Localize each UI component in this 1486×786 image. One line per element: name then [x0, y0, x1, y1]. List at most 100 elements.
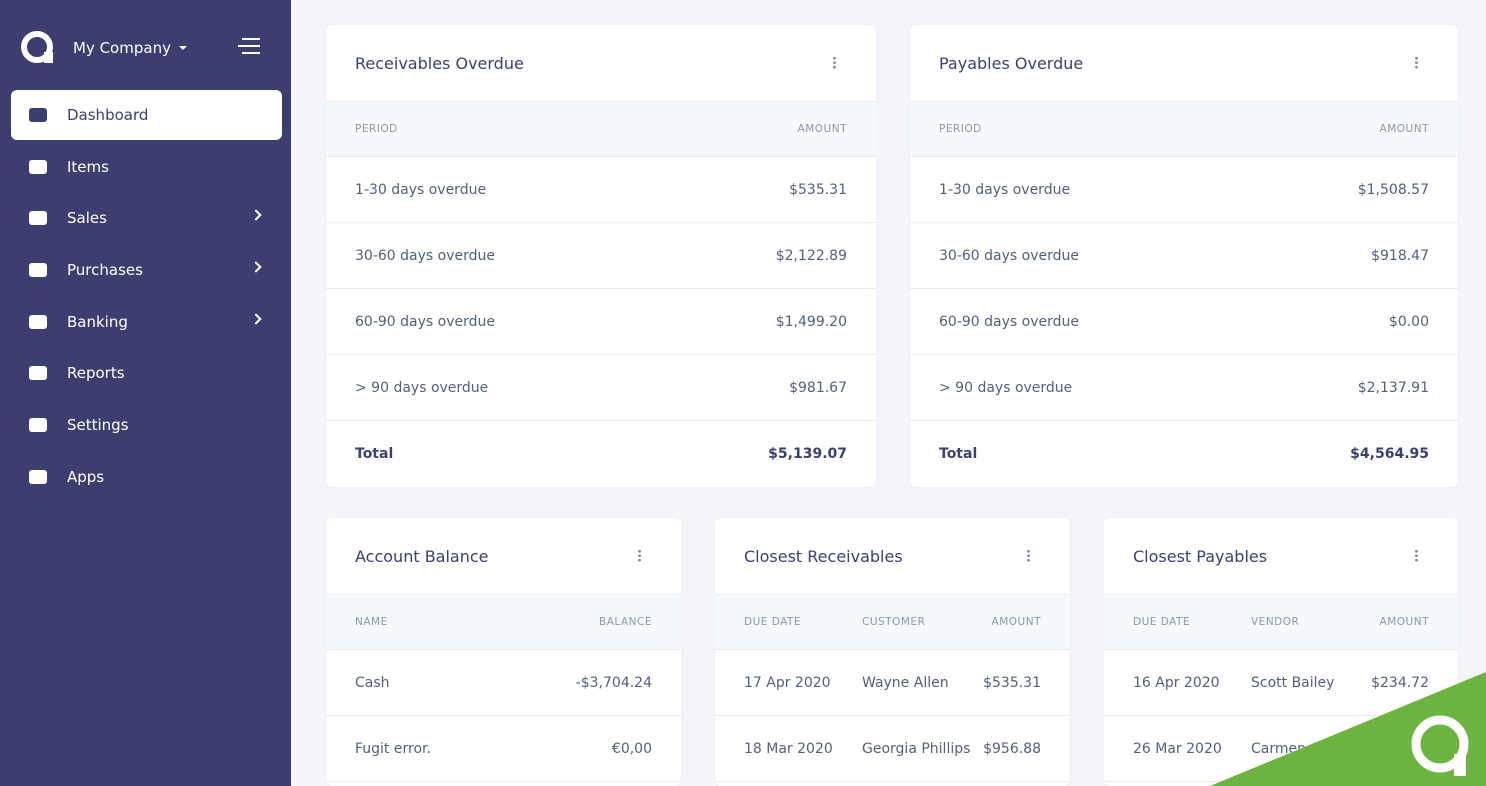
- widget-card: Account Balance NAME BALANCE Cash -$3,704.24…: [326, 518, 681, 786]
- card-title: Receivables Overdue: [355, 53, 524, 73]
- table-cell: €0,00: [611, 740, 652, 757]
- menu-item[interactable]: Purchases: [11, 245, 282, 295]
- menu-label: Settings: [67, 416, 129, 435]
- menu-item[interactable]: Dashboard: [11, 90, 282, 140]
- table-row: 1-30 days overdue $535.31: [326, 157, 876, 223]
- menu-label: Dashboard: [67, 106, 149, 124]
- table-cell: Wayne Allen: [862, 674, 949, 691]
- widget-card: Closest Receivables DUE DATE CUSTOMER AMOUN…: [715, 518, 1070, 786]
- menu-item[interactable]: Items: [11, 142, 282, 192]
- menu-icon: [29, 159, 47, 174]
- company-name: My Company: [73, 38, 171, 57]
- table-row: Cash -$3,704.24: [326, 650, 681, 716]
- table-header: PERIOD AMOUNT: [326, 102, 876, 157]
- card-menu[interactable]: [638, 549, 641, 562]
- table-cell: 17 Apr 2020: [744, 674, 831, 691]
- sidebar: My Company Dashboard Items Sales Purchases B…: [0, 0, 291, 786]
- table-cell: 60-90 days overdue: [939, 313, 1079, 330]
- table-cell: $535.31: [983, 674, 1041, 691]
- table-cell: $1,499.20: [775, 313, 847, 330]
- table-cell: 30-60 days overdue: [355, 247, 495, 264]
- menu-icon: [29, 108, 47, 122]
- table-row: 30-60 days overdue $2,122.89: [326, 223, 876, 289]
- table-cell: 1-30 days overdue: [939, 181, 1071, 198]
- menu-label: Apps: [67, 467, 105, 486]
- table-row: Fugit error. €0,00: [326, 716, 681, 782]
- table-cell: $981.67: [789, 379, 847, 396]
- card-menu[interactable]: [1027, 549, 1030, 562]
- total-cell: Total: [939, 445, 978, 462]
- table-cell: $918.47: [1371, 247, 1429, 264]
- table-cell: Fugit error.: [355, 740, 431, 757]
- menu-icon: [29, 418, 47, 433]
- table-cell: -$3,704.24: [575, 674, 652, 691]
- submenu-arrow: [250, 313, 262, 325]
- menu-toggle[interactable]: [238, 38, 260, 54]
- column-header: BALANCE: [599, 616, 652, 628]
- table-cell: > 90 days overdue: [355, 379, 489, 396]
- column-header: AMOUNT: [1379, 616, 1429, 628]
- menu-label: Sales: [67, 209, 107, 228]
- menu-label: Banking: [67, 312, 128, 331]
- table-cell: > 90 days overdue: [939, 379, 1073, 396]
- column-header: PERIOD: [939, 123, 982, 135]
- logo: [21, 31, 53, 63]
- brand[interactable]: My Company: [20, 30, 209, 65]
- table-row: > 90 days overdue $981.67: [326, 355, 876, 421]
- menu-item[interactable]: Settings: [11, 400, 282, 450]
- menu-item[interactable]: Reports: [11, 348, 282, 398]
- table-row: 60-90 days overdue $1,499.20: [326, 289, 876, 355]
- column-header: VENDOR: [1251, 616, 1300, 628]
- submenu-arrow: [250, 261, 262, 273]
- column-header: AMOUNT: [991, 616, 1041, 628]
- card-header: Receivables Overdue: [326, 25, 876, 102]
- table-cell: $234.72: [1371, 674, 1429, 691]
- table-cell: $2,137.91: [1357, 379, 1429, 396]
- card-title: Account Balance: [355, 546, 489, 566]
- card-title: Closest Payables: [1133, 546, 1268, 566]
- caret: [178, 45, 187, 50]
- table-cell: $0.00: [1388, 313, 1429, 330]
- table-row: > 90 days overdue $2,137.91: [910, 355, 1458, 421]
- menu: Dashboard Items Sales Purchases Banking Repor…: [11, 90, 282, 504]
- card-menu[interactable]: [1415, 56, 1418, 69]
- menu-icon: [29, 366, 47, 381]
- menu-icon: [29, 211, 47, 226]
- menu-label: Purchases: [67, 261, 143, 280]
- table-cell: 30-60 days overdue: [939, 247, 1079, 264]
- menu-item[interactable]: Sales: [11, 193, 282, 243]
- menu-label: Items: [67, 157, 109, 176]
- total-row: Total $4,564.95: [910, 421, 1458, 486]
- menu-icon: [29, 314, 47, 329]
- watermark: [1210, 672, 1486, 786]
- menu-icon: [29, 263, 47, 278]
- menu-item[interactable]: Apps: [11, 452, 282, 502]
- table-header: DUE DATE CUSTOMER AMOUNT: [715, 595, 1070, 650]
- widget-card: Closest Payables DUE DATE VENDOR AMOUNT 16 A…: [1104, 518, 1458, 786]
- table-row: 60-90 days overdue $0.00: [910, 289, 1458, 355]
- menu-item[interactable]: Banking: [11, 297, 282, 347]
- widget-card: Receivables Overdue PERIOD AMOUNT 1-30 days…: [326, 25, 876, 487]
- table-cell: 18 Mar 2020: [744, 740, 833, 757]
- table-row: 17 Apr 2020 Wayne Allen $535.31: [715, 650, 1070, 716]
- card-header: Account Balance: [326, 518, 681, 595]
- table-cell: 26 Mar 2020: [1133, 740, 1222, 757]
- table-cell: $956.88: [983, 740, 1041, 757]
- submenu-arrow: [250, 209, 262, 222]
- total-row: Total $5,139.07: [326, 421, 876, 486]
- table-header: DUE DATE VENDOR AMOUNT: [1104, 595, 1458, 650]
- table-row: 30-60 days overdue $918.47: [910, 223, 1458, 289]
- card-header: Closest Receivables: [715, 518, 1070, 595]
- card-title: Closest Receivables: [744, 546, 903, 566]
- menu-icon: [29, 469, 47, 484]
- card-menu[interactable]: [1415, 549, 1418, 562]
- column-header: DUE DATE: [744, 616, 802, 628]
- total-cell: $4,564.95: [1350, 445, 1429, 462]
- table-row: 16 Apr 2020 Scott Bailey $234.72: [1104, 650, 1458, 716]
- total-cell: $5,139.07: [768, 445, 847, 462]
- table-cell: 60-90 days overdue: [355, 313, 495, 330]
- card-menu[interactable]: [833, 56, 836, 69]
- table-cell: $1,508.57: [1357, 181, 1429, 198]
- column-header: DUE DATE: [1133, 616, 1191, 628]
